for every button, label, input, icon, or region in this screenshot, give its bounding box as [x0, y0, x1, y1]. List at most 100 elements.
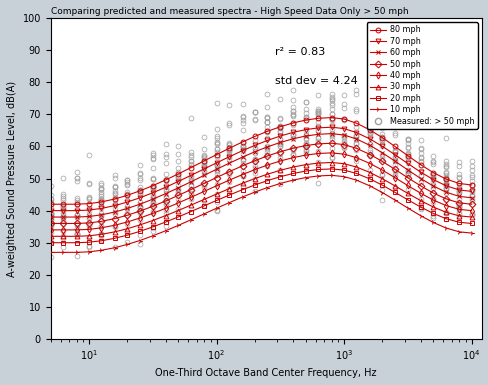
50 mph: [328, 141, 334, 146]
30 mph: [264, 172, 270, 177]
80 mph: [225, 146, 231, 151]
70 mph: [315, 126, 321, 130]
70 mph: [201, 167, 207, 171]
70 mph: [163, 185, 168, 189]
60 mph: [86, 214, 92, 219]
60 mph: [213, 167, 219, 172]
80 mph: [328, 115, 334, 120]
20 mph: [455, 220, 461, 224]
50 mph: [187, 187, 193, 192]
Y-axis label: A-weighted Sound Pressure Level, dB(A): A-weighted Sound Pressure Level, dB(A): [7, 80, 17, 276]
80 mph: [341, 117, 346, 121]
40 mph: [328, 151, 334, 155]
40 mph: [366, 161, 372, 166]
30 mph: [277, 168, 283, 172]
50 mph: [149, 204, 155, 209]
80 mph: [251, 134, 257, 139]
10 mph: [175, 223, 181, 228]
50 mph: [98, 219, 104, 224]
30 mph: [175, 208, 181, 213]
50 mph: [468, 202, 473, 206]
20 mph: [239, 187, 245, 192]
60 mph: [98, 213, 104, 217]
80 mph: [391, 144, 397, 149]
20 mph: [366, 177, 372, 181]
60 mph: [137, 202, 142, 207]
50 mph: [417, 184, 423, 188]
20 mph: [124, 233, 130, 238]
60 mph: [429, 184, 435, 188]
20 mph: [277, 174, 283, 179]
20 mph: [61, 240, 66, 245]
60 mph: [315, 132, 321, 137]
40 mph: [455, 207, 461, 212]
Line: 30 mph: 30 mph: [48, 160, 473, 239]
70 mph: [149, 191, 155, 195]
Line: 70 mph: 70 mph: [48, 125, 473, 213]
10 mph: [404, 206, 410, 210]
10 mph: [239, 195, 245, 199]
30 mph: [341, 161, 346, 166]
60 mph: [302, 134, 308, 138]
30 mph: [442, 210, 448, 214]
50 mph: [391, 167, 397, 172]
70 mph: [175, 179, 181, 184]
60 mph: [264, 145, 270, 149]
10 mph: [163, 228, 168, 233]
50 mph: [302, 143, 308, 148]
50 mph: [124, 213, 130, 218]
X-axis label: One-Third Octave Band Center Frequency, Hz: One-Third Octave Band Center Frequency, …: [155, 368, 376, 378]
40 mph: [47, 228, 53, 232]
50 mph: [225, 169, 231, 174]
70 mph: [366, 137, 372, 141]
80 mph: [47, 202, 53, 206]
40 mph: [98, 226, 104, 230]
60 mph: [47, 215, 53, 219]
60 mph: [187, 179, 193, 184]
20 mph: [175, 215, 181, 219]
10 mph: [379, 190, 385, 195]
10 mph: [264, 185, 270, 190]
70 mph: [61, 208, 66, 213]
10 mph: [112, 245, 118, 250]
70 mph: [353, 130, 359, 135]
50 mph: [213, 175, 219, 180]
40 mph: [264, 163, 270, 167]
40 mph: [175, 201, 181, 205]
80 mph: [175, 172, 181, 176]
10 mph: [74, 250, 80, 254]
40 mph: [290, 155, 296, 160]
10 mph: [468, 231, 473, 235]
10 mph: [290, 178, 296, 182]
80 mph: [468, 182, 473, 187]
10 mph: [187, 218, 193, 222]
40 mph: [277, 159, 283, 163]
70 mph: [468, 189, 473, 194]
70 mph: [112, 203, 118, 208]
50 mph: [251, 158, 257, 163]
40 mph: [442, 203, 448, 208]
10 mph: [442, 226, 448, 230]
60 mph: [225, 161, 231, 166]
60 mph: [201, 173, 207, 177]
70 mph: [429, 177, 435, 182]
60 mph: [391, 159, 397, 163]
20 mph: [353, 171, 359, 176]
50 mph: [315, 142, 321, 146]
40 mph: [74, 228, 80, 232]
70 mph: [391, 152, 397, 157]
30 mph: [328, 160, 334, 165]
40 mph: [468, 208, 473, 213]
50 mph: [442, 196, 448, 201]
30 mph: [379, 176, 385, 181]
50 mph: [264, 154, 270, 158]
30 mph: [201, 197, 207, 202]
40 mph: [137, 216, 142, 220]
50 mph: [112, 216, 118, 221]
80 mph: [187, 165, 193, 170]
20 mph: [251, 182, 257, 187]
50 mph: [201, 181, 207, 186]
Line: 50 mph: 50 mph: [48, 141, 473, 226]
40 mph: [187, 195, 193, 200]
20 mph: [328, 167, 334, 171]
